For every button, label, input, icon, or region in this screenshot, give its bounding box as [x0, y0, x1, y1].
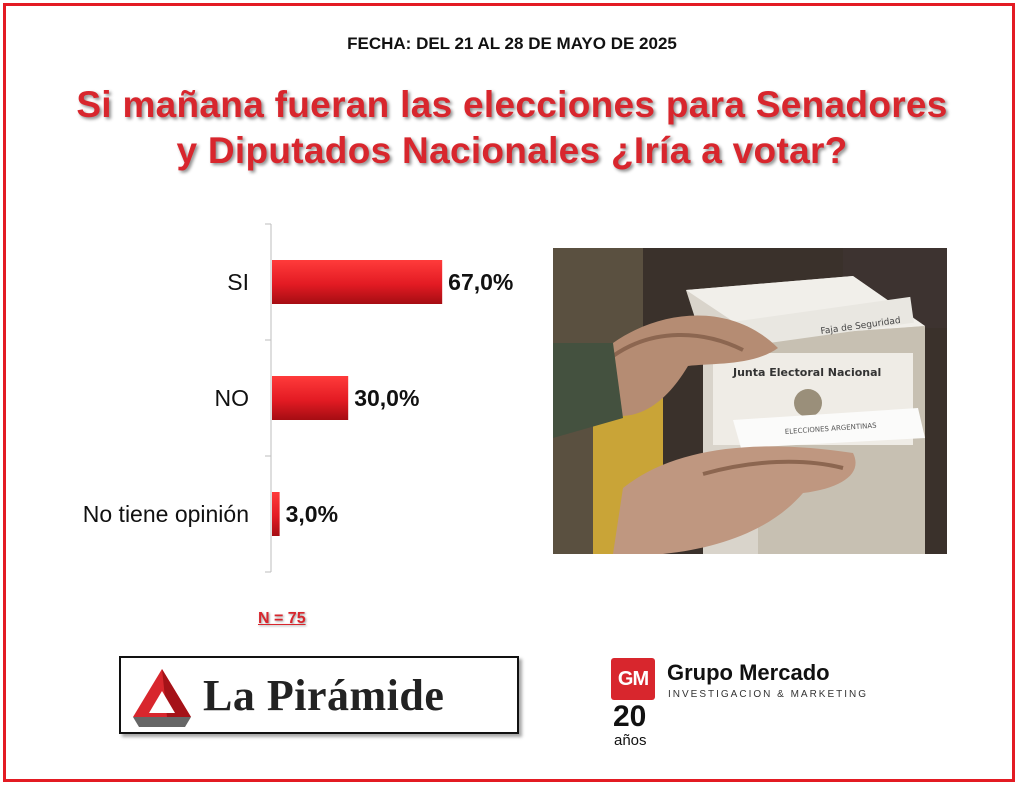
ballot-box-illustration: Faja de Seguridad Junta Electoral Nacion…: [553, 248, 947, 554]
ballot-box-photo: Faja de Seguridad Junta Electoral Nacion…: [553, 248, 947, 554]
sample-size-label: N = 75: [258, 610, 306, 627]
anniversary-years: 20: [613, 700, 647, 733]
gm-badge: GM: [611, 658, 655, 700]
box-label: Junta Electoral Nacional: [732, 366, 881, 379]
grupo-mercado-tagline: INVESTIGACION & MARKETING: [668, 689, 869, 700]
category-label: SI: [227, 269, 249, 295]
survey-date: FECHA: DEL 21 AL 28 DE MAYO DE 2025: [347, 34, 677, 53]
value-label: 3,0%: [286, 501, 338, 527]
anniversary-word: años: [614, 732, 647, 749]
bar-chart: SI 67,0% NO 30,0% No tiene opinión 3,0%: [83, 223, 513, 573]
category-label: NO: [215, 385, 250, 411]
chart-title-line-1: Si mañana fueran las elecciones para Sen…: [76, 84, 948, 125]
value-label: 30,0%: [354, 385, 419, 411]
bar: [272, 376, 349, 420]
grupo-mercado-logo: GM Grupo Mercado INVESTIGACION & MARKETI…: [611, 656, 871, 751]
grupo-mercado-name: Grupo Mercado: [667, 660, 830, 685]
la-piramide-logo: La Pirámide: [119, 656, 519, 734]
bar: [272, 492, 280, 536]
infographic-frame: FECHA: DEL 21 AL 28 DE MAYO DE 2025 Si m…: [3, 3, 1015, 782]
value-label: 67,0%: [448, 269, 513, 295]
category-label: No tiene opinión: [83, 501, 249, 527]
bar: [272, 260, 443, 304]
pyramid-logo-icon: [133, 669, 191, 727]
la-piramide-wordmark: La Pirámide: [203, 671, 445, 720]
chart-title: Si mañana fueran las elecciones para Sen…: [6, 82, 1018, 174]
chart-title-line-2: y Diputados Nacionales ¿Iría a votar?: [176, 130, 848, 171]
